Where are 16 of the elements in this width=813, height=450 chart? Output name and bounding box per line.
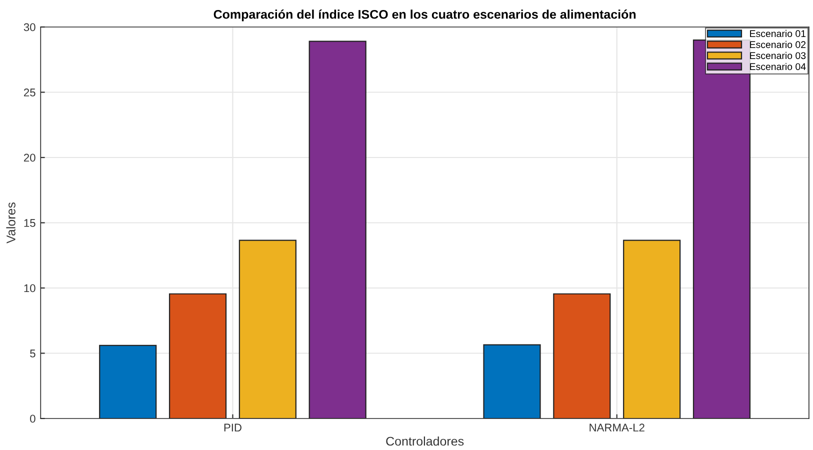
y-tick-label: 10: [24, 284, 36, 292]
y-axis-title: Valores: [6, 202, 16, 244]
y-tick-label: 25: [24, 88, 36, 96]
y-tick-label: 15: [24, 219, 36, 227]
legend-label: Escenario 04: [750, 62, 806, 70]
y-tick-label: 30: [24, 23, 36, 32]
x-tick-label: PID: [224, 424, 242, 432]
x-axis-title: Controladores: [386, 436, 464, 446]
legend-label: Escenario 01: [750, 30, 806, 38]
y-tick-label: 5: [30, 350, 36, 358]
y-tick-label: 0: [30, 414, 36, 423]
x-tick-label: NARMA-L2: [590, 424, 644, 432]
chart-title: Comparación del índice ISCO en los cuatro escenarios de alimentación: [214, 10, 636, 22]
legend-label: Escenario 02: [750, 40, 806, 48]
y-tick-label: 20: [24, 154, 36, 162]
legend-label: Escenario 03: [750, 52, 806, 60]
